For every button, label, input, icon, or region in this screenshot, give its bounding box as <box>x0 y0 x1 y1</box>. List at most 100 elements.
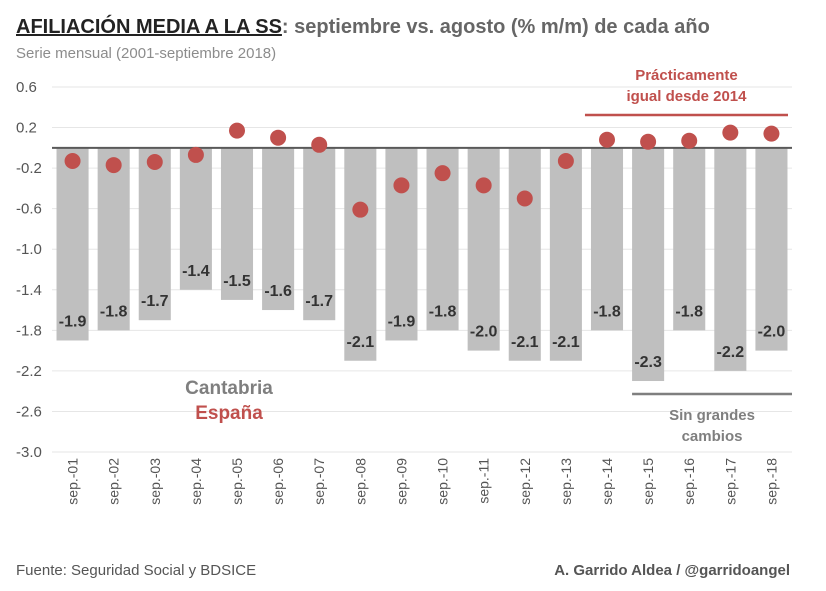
bar-value-label: -1.7 <box>141 293 169 310</box>
y-tick-label: -1.4 <box>16 282 42 299</box>
bar-value-label: -1.8 <box>100 303 128 320</box>
author-credit: A. Garrido Aldea / @garridoangel <box>554 562 790 579</box>
x-tick-label: sep.-16 <box>681 458 697 505</box>
spain-dot <box>64 153 81 170</box>
x-tick-label: sep.-18 <box>763 458 779 505</box>
bars <box>56 147 788 382</box>
annotation-bottom-text: Sin grandes <box>669 407 755 424</box>
spain-dot <box>557 153 574 170</box>
bar <box>755 147 788 351</box>
bar <box>673 147 706 331</box>
y-tick-label: 0.2 <box>16 120 37 137</box>
y-tick-label: -2.2 <box>16 363 42 380</box>
bar-value-label: -2.3 <box>634 354 662 371</box>
spain-dot <box>146 154 163 171</box>
y-axis-ticks: 0.6 0.2 -0.2 -0.6 -1.0 -1.4 -1.8 -2.2 -2.6 -3.0 <box>16 79 42 461</box>
x-tick-label: sep.-07 <box>311 458 327 505</box>
y-tick-label: -0.2 <box>16 160 42 177</box>
y-tick-label: 0.6 <box>16 79 37 96</box>
source-note: Fuente: Seguridad Social y BDSICE <box>16 562 257 579</box>
spain-dot <box>105 157 122 174</box>
x-tick-label: sep.-14 <box>599 458 615 505</box>
annotation-top-text: Prácticamente <box>635 67 738 84</box>
bar <box>549 147 582 361</box>
bar-value-label: -2.0 <box>758 324 786 341</box>
spain-dot <box>722 124 739 141</box>
bar-value-label: -1.6 <box>264 283 292 300</box>
bar <box>632 147 665 382</box>
bar <box>714 147 747 371</box>
spain-dot <box>434 165 451 182</box>
x-tick-label: sep.-06 <box>270 458 286 505</box>
x-axis-ticks: sep.-01 sep.-02 sep.-03 sep.-04 sep.-05 sep.-… <box>65 458 780 505</box>
bar-value-label: -2.1 <box>347 334 375 351</box>
bar-value-label: -2.1 <box>511 334 539 351</box>
bar <box>56 147 89 341</box>
bar-value-label: -1.9 <box>59 313 87 330</box>
spain-dot <box>352 201 369 218</box>
annotation-bottom-text: cambios <box>682 428 743 445</box>
spain-dot <box>475 177 492 194</box>
x-tick-label: sep.-09 <box>393 458 409 505</box>
x-tick-label: sep.-15 <box>640 458 656 505</box>
y-tick-label: -1.8 <box>16 322 42 339</box>
x-tick-label: sep.-08 <box>352 458 368 505</box>
spain-dot <box>270 129 287 146</box>
chart-title-rest: : septiembre vs. agosto (% m/m) de cada … <box>281 16 710 38</box>
x-tick-label: sep.-11 <box>476 458 492 504</box>
chart-subtitle: Serie mensual (2001-septiembre 2018) <box>16 45 277 62</box>
spain-dot <box>599 131 615 148</box>
bar <box>303 147 336 321</box>
y-tick-label: -1.0 <box>16 241 42 258</box>
bar <box>508 147 541 361</box>
bar-value-label: -2.0 <box>470 324 498 341</box>
chart-title: AFILIACIÓN MEDIA A LA SS: septiembre vs.… <box>16 16 710 39</box>
y-tick-label: -2.6 <box>16 403 42 420</box>
bar-value-label: -1.8 <box>429 303 457 320</box>
x-tick-label: sep.-12 <box>517 458 533 505</box>
bar <box>344 147 377 361</box>
x-tick-label: sep.-02 <box>106 458 122 505</box>
x-tick-label: sep.-17 <box>722 458 738 505</box>
x-tick-label: sep.-10 <box>435 458 451 505</box>
x-tick-label: sep.-03 <box>147 458 163 505</box>
bar <box>97 147 130 331</box>
y-tick-label: -3.0 <box>16 444 42 461</box>
bar <box>138 147 171 321</box>
legend-entry: Cantabria <box>185 378 273 399</box>
legend-entry: España <box>195 403 263 424</box>
bar-value-label: -1.5 <box>223 273 251 290</box>
spain-dot <box>187 146 204 163</box>
x-tick-label: sep.-01 <box>65 458 81 505</box>
gridlines <box>52 86 792 453</box>
bar-value-label: -2.1 <box>552 334 580 351</box>
spain-dot <box>681 132 698 149</box>
bar-value-labels: -1.9 -1.8 -1.7 -1.4 -1.5 -1.6 -1.7 -2.1 -1.9 -1.8… <box>59 263 786 371</box>
bar-value-label: -1.8 <box>675 303 703 320</box>
x-tick-label: sep.-04 <box>188 458 204 505</box>
spain-dot <box>516 190 533 207</box>
spain-dot <box>640 133 657 150</box>
legend: Cantabria España <box>185 378 273 424</box>
y-tick-label: -0.6 <box>16 201 42 218</box>
bar <box>590 147 624 331</box>
chart-title-lead: AFILIACIÓN MEDIA A LA SS <box>16 16 282 38</box>
bar <box>385 147 418 341</box>
annotation-top-text: igual desde 2014 <box>626 88 747 105</box>
x-tick-label: sep.-05 <box>229 458 245 505</box>
bar-value-label: -1.9 <box>388 313 416 330</box>
spain-dots <box>64 122 780 218</box>
annotations: Prácticamente igual desde 2014 Sin grandes… <box>584 67 792 445</box>
bar-value-label: -1.8 <box>593 303 621 320</box>
bar-value-label: -1.7 <box>305 293 333 310</box>
x-tick-label: sep.-13 <box>558 458 574 505</box>
bar <box>179 147 212 290</box>
bar <box>220 147 254 300</box>
bar <box>262 147 295 311</box>
spain-dot <box>229 122 245 139</box>
spain-dot <box>763 125 780 142</box>
spain-dot <box>311 136 328 153</box>
spain-dot <box>393 177 410 194</box>
bar-value-label: -1.4 <box>182 263 210 280</box>
